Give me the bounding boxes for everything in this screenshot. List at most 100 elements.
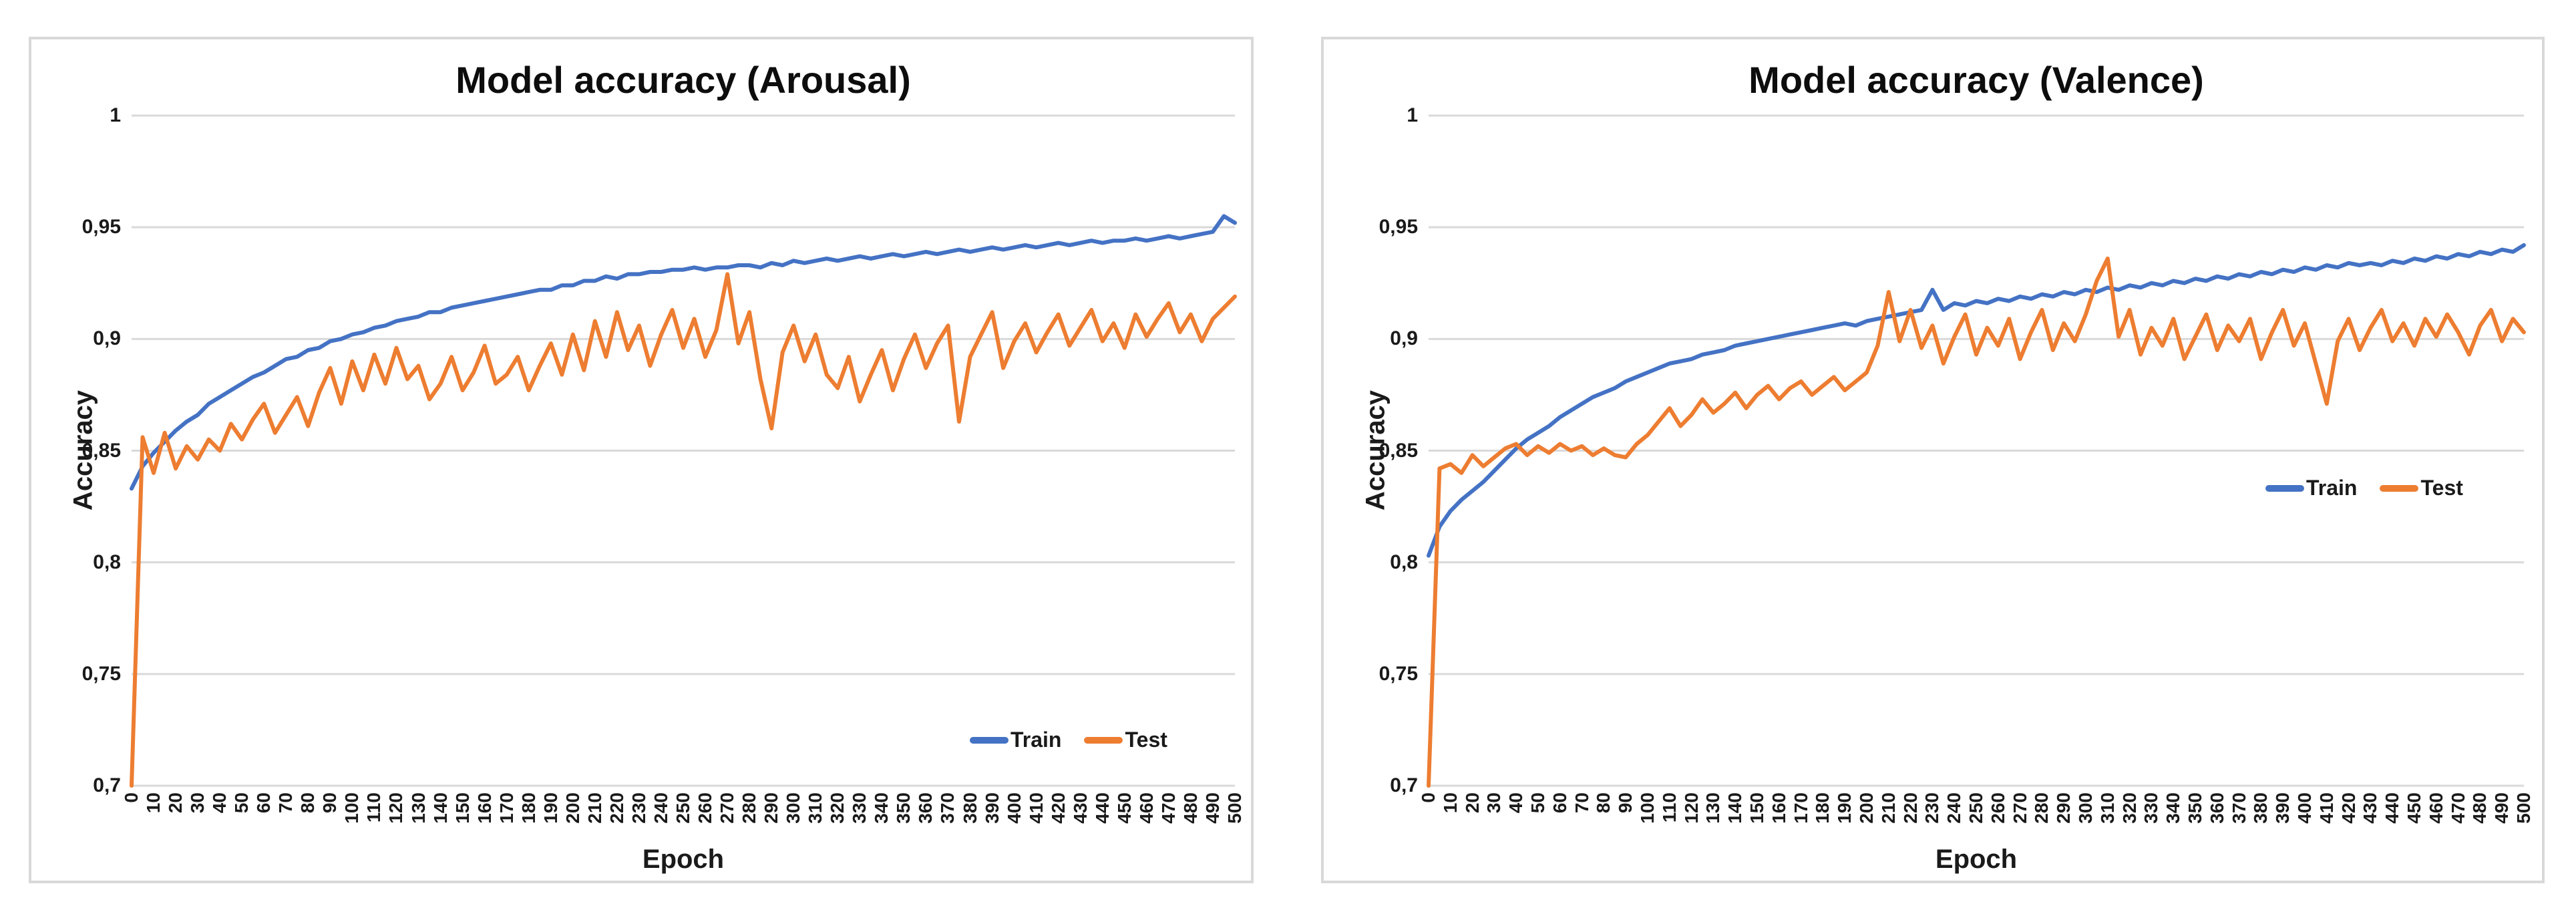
x-tick-label: 380 — [2250, 792, 2271, 824]
arousal-chart-panel: Model accuracy (Arousal) Accuracy 1 0,95 0… — [29, 37, 1254, 883]
x-tick-label: 120 — [385, 792, 407, 824]
y-tick-label: 0,85 — [81, 439, 121, 462]
x-tick-label: 420 — [1047, 792, 1069, 824]
x-tick-label: 390 — [981, 792, 1002, 824]
y-tick-label: 0,95 — [81, 216, 121, 239]
x-tick-label: 390 — [2272, 792, 2293, 824]
x-tick-label: 210 — [1877, 792, 1899, 824]
x-tick-label: 410 — [2316, 792, 2337, 824]
chart-title: Model accuracy (Arousal) — [455, 59, 911, 101]
y-tick-label: 0,75 — [81, 662, 121, 685]
x-tick-label: 400 — [2294, 792, 2315, 824]
x-tick-label: 310 — [805, 792, 826, 824]
x-tick-label: 500 — [2513, 792, 2534, 824]
x-tick-label: 300 — [783, 792, 804, 824]
y-tick-label: 0,7 — [93, 774, 121, 796]
x-tick-label: 470 — [1157, 792, 1179, 824]
legend: Train Test — [2265, 476, 2463, 500]
x-tick-label: 40 — [1505, 792, 1527, 814]
x-tick-label: 330 — [849, 792, 870, 824]
x-tick-label: 150 — [1746, 792, 1767, 824]
x-tick-label: 190 — [1834, 792, 1855, 824]
y-tick-label: 0,7 — [1390, 774, 1418, 796]
x-tick-label: 130 — [407, 792, 429, 824]
x-tick-label: 140 — [1724, 792, 1746, 824]
x-tick-label: 310 — [2096, 792, 2118, 824]
x-tick-label: 50 — [231, 792, 252, 814]
x-tick-label: 110 — [363, 792, 385, 823]
x-tick-label: 170 — [496, 792, 517, 824]
plot-area — [130, 114, 1237, 788]
x-tick-label: 170 — [1790, 792, 1811, 824]
x-tick-label: 120 — [1680, 792, 1702, 824]
x-tick-label: 290 — [761, 792, 782, 824]
x-tick-label: 440 — [2382, 792, 2403, 824]
test-line-swatch-icon — [2380, 484, 2419, 492]
x-tick-label: 470 — [2447, 792, 2468, 824]
x-tick-label: 100 — [341, 792, 363, 824]
x-tick-label: 360 — [915, 792, 936, 824]
y-tick-label: 0,9 — [93, 327, 121, 350]
x-tick-label: 290 — [2053, 792, 2074, 824]
x-tick-label: 320 — [2119, 792, 2140, 824]
legend-item-test: Test — [1084, 728, 1167, 752]
x-tick-label: 80 — [1593, 792, 1614, 814]
y-tick-label: 0,75 — [1378, 662, 1418, 685]
x-tick-label: 70 — [275, 792, 297, 814]
x-tick-label: 40 — [209, 792, 230, 814]
test-series-line — [130, 272, 1237, 788]
legend-label: Test — [1125, 728, 1167, 752]
x-tick-label: 200 — [1856, 792, 1877, 824]
train-series-line — [1427, 243, 2526, 558]
legend-item-train: Train — [2265, 476, 2357, 500]
x-tick-label: 70 — [1571, 792, 1592, 814]
y-tick-label: 0,8 — [93, 551, 121, 573]
x-tick-label: 190 — [540, 792, 561, 824]
y-tick-label: 0,95 — [1378, 216, 1418, 239]
x-tick-label: 420 — [2338, 792, 2359, 824]
plot-area — [1427, 114, 2526, 788]
x-tick-label: 490 — [2491, 792, 2513, 824]
x-tick-label: 450 — [1113, 792, 1135, 824]
valence-chart-panel: Model accuracy (Valence) Accuracy 1 0,95 0… — [1321, 37, 2545, 883]
x-tick-label: 50 — [1527, 792, 1548, 814]
x-tick-label: 350 — [893, 792, 914, 824]
x-tick-label: 280 — [2031, 792, 2052, 824]
x-tick-label: 330 — [2141, 792, 2162, 824]
x-tick-label: 90 — [319, 792, 341, 814]
y-tick-label: 0,85 — [1378, 439, 1418, 462]
x-tick-label: 370 — [2228, 792, 2249, 824]
train-line-swatch-icon — [970, 736, 1008, 744]
x-axis-title: Epoch — [642, 845, 725, 874]
y-tick-label: 1 — [1407, 104, 1418, 126]
x-tick-label: 0 — [121, 792, 142, 803]
x-axis-title: Epoch — [1935, 845, 2018, 874]
x-tick-label: 400 — [1003, 792, 1025, 824]
x-tick-label: 30 — [1483, 792, 1505, 814]
x-tick-label: 200 — [562, 792, 583, 824]
x-tick-label: 350 — [2185, 792, 2205, 824]
x-tick-label: 150 — [451, 792, 473, 824]
x-tick-label: 140 — [429, 792, 451, 824]
x-tick-label: 450 — [2404, 792, 2424, 824]
x-tick-label: 430 — [2360, 792, 2381, 824]
x-tick-label: 210 — [584, 792, 605, 824]
x-tick-label: 10 — [1439, 792, 1461, 814]
x-tick-label: 130 — [1702, 792, 1724, 824]
x-tick-label: 160 — [1768, 792, 1789, 824]
x-tick-label: 340 — [2163, 792, 2184, 824]
y-tick-label: 0,8 — [1390, 551, 1418, 573]
x-tick-label: 160 — [474, 792, 495, 824]
x-tick-label: 460 — [2425, 792, 2446, 824]
x-tick-label: 370 — [937, 792, 958, 824]
x-tick-label: 20 — [1461, 792, 1483, 814]
test-line-swatch-icon — [1084, 736, 1123, 744]
x-tick-label: 480 — [1179, 792, 1201, 824]
x-tick-label: 300 — [2075, 792, 2096, 824]
x-tick-label: 340 — [871, 792, 892, 824]
x-tick-label: 20 — [165, 792, 186, 814]
x-tick-label: 440 — [1091, 792, 1113, 824]
legend-label: Train — [1010, 728, 1062, 752]
x-tick-label: 180 — [518, 792, 539, 824]
x-tick-label: 460 — [1135, 792, 1157, 824]
